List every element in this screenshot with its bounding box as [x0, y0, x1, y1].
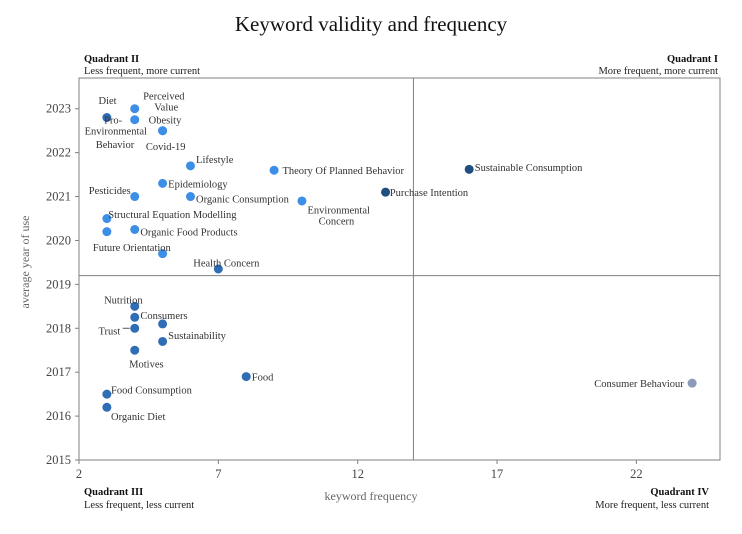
point-label: Health Concern [193, 258, 260, 269]
point-label: Pro- [104, 116, 123, 127]
x-tick-label: 7 [215, 467, 221, 481]
y-tick-label: 2017 [46, 365, 71, 379]
point-label: Lifestyle [196, 155, 234, 166]
point-label: Purchase Intention [390, 188, 469, 199]
point-future-orientation [102, 227, 112, 237]
point-label: Sustainability [168, 331, 227, 342]
point-label: Motives [129, 359, 163, 370]
point-nutrition [130, 301, 140, 311]
plot-frame [78, 77, 721, 461]
x-axis-label: keyword frequency [325, 489, 418, 503]
point-label: Obesity [149, 116, 182, 127]
quadrant-iv-description: More frequent, less current [595, 500, 709, 511]
point-consumer-behaviour [687, 378, 697, 388]
point-label: Environmental [308, 206, 370, 217]
x-axis-ticks: 2 7 12 17 22 [76, 460, 643, 481]
point-label: Organic Consumption [196, 195, 290, 206]
quadrant-i-title: Quadrant I [667, 54, 718, 65]
point-epidemiology [158, 178, 168, 188]
point-label: Food [252, 373, 274, 384]
x-tick-label: 12 [351, 467, 364, 481]
quadrant-iii-title: Quadrant III [84, 487, 143, 498]
point-trust [130, 323, 140, 333]
point-pesticides [130, 192, 140, 202]
y-tick-label: 2018 [46, 321, 71, 335]
y-tick-label: 2020 [46, 233, 71, 247]
point-health-concern [213, 264, 223, 274]
x-tick-label: 22 [630, 467, 643, 481]
point-label: Epidemiology [168, 179, 228, 190]
x-tick-label: 17 [491, 467, 504, 481]
point-label: Concern [319, 217, 355, 228]
y-tick-label: 2015 [46, 453, 71, 467]
quadrant-ii-title: Quadrant II [84, 54, 139, 65]
point-future-orientation-2 [158, 249, 168, 259]
point-label: Perceived [143, 92, 185, 103]
point-pro-environmental-behavior [130, 115, 140, 125]
point-label: Organic Food Products [140, 228, 237, 239]
quadrant-iv-title: Quadrant IV [650, 487, 709, 498]
quadrant-iii-description: Less frequent, less current [84, 500, 194, 511]
point-label: Nutrition [104, 296, 143, 307]
quadrant-i-description: More frequent, more current [598, 66, 718, 77]
point-organic-diet [102, 402, 112, 412]
y-axis-label: average year of use [18, 216, 32, 309]
point-perceived-value [130, 104, 140, 114]
point-organic-consumption [185, 192, 195, 202]
x-tick-label: 2 [76, 467, 82, 481]
point-purchase-intention [381, 187, 391, 197]
point-label: Sustainable Consumption [475, 163, 583, 174]
point-structural-equation-modelling [102, 214, 112, 224]
point-organic-food-products [130, 224, 140, 234]
y-tick-label: 2021 [46, 190, 71, 204]
chart-title: Keyword validity and frequency [235, 12, 508, 36]
y-tick-label: 2023 [46, 102, 71, 116]
point-label: Structural Equation Modelling [108, 210, 237, 221]
point-label: Diet [99, 96, 117, 107]
point-sustainability [158, 336, 168, 346]
point-label: Consumers [140, 311, 187, 322]
point-motives [130, 345, 140, 355]
point-environmental-concern [297, 196, 307, 206]
point-label: Covid-19 [146, 142, 186, 153]
data-points [102, 104, 697, 412]
point-consumers-2 [158, 319, 168, 329]
point-label: Food Consumption [111, 386, 193, 397]
y-tick-label: 2022 [46, 146, 71, 160]
y-tick-label: 2019 [46, 277, 71, 291]
point-food [241, 372, 251, 382]
point-label: Consumer Behaviour [594, 379, 684, 390]
point-food-consumption [102, 389, 112, 399]
point-label: Behavior [96, 140, 135, 151]
point-label: Value [154, 103, 178, 114]
point-label: Trust [99, 326, 121, 337]
point-covid-19 [158, 126, 168, 136]
point-label: Future Orientation [93, 243, 172, 254]
point-sustainable-consumption [464, 164, 474, 174]
point-label: Theory Of Planned Behavior [282, 166, 404, 177]
point-label: Organic Diet [111, 412, 165, 423]
point-label: Pesticides [89, 186, 131, 197]
quadrant-ii-description: Less frequent, more current [84, 66, 200, 77]
point-label: Environmental [85, 127, 147, 138]
point-diet [102, 113, 112, 123]
y-tick-label: 2016 [46, 409, 71, 423]
y-axis-ticks: 2015 2016 2017 2018 2019 2020 2021 2022 2023 [46, 102, 79, 467]
point-theory-of-planned-behavior [269, 165, 279, 175]
point-lifestyle [185, 161, 195, 171]
point-consumers [130, 312, 140, 322]
